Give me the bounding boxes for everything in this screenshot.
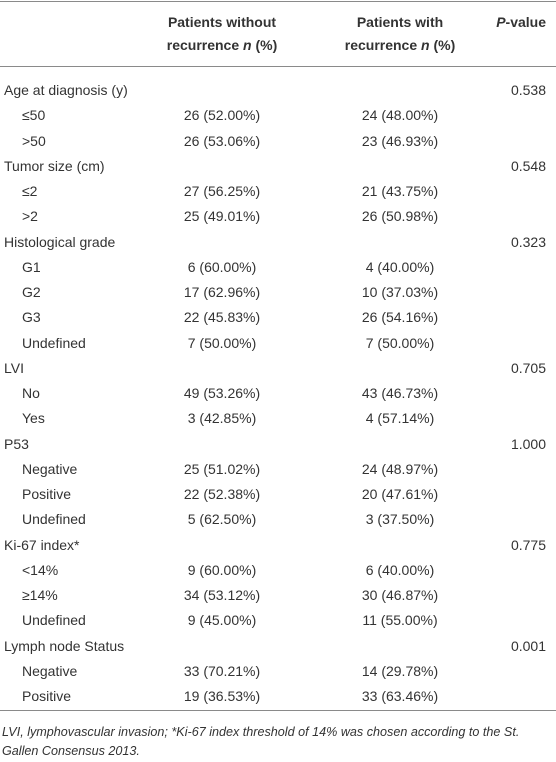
group-label: Histological grade	[4, 233, 116, 250]
row-label: Undefined	[22, 612, 86, 629]
cell-with: 14 (29.78%)	[361, 662, 439, 679]
p-value: 0.548	[510, 157, 546, 174]
header-text: recurrence	[166, 37, 240, 53]
p-value: 0.001	[510, 637, 546, 654]
row-label: Undefined	[22, 334, 86, 351]
row-label: <14%	[22, 561, 59, 578]
row-label: Negative	[22, 662, 78, 679]
cell-with: 43 (46.73%)	[361, 385, 439, 401]
header-text: P	[496, 14, 506, 30]
row-label: G2	[22, 284, 41, 300]
cell-without: 7 (50.00%)	[187, 334, 257, 351]
row-label: G1	[22, 258, 41, 275]
cell-without: 26 (52.00%)	[183, 107, 261, 124]
column-header: recurrence n (%)	[167, 36, 278, 54]
cell-with: 26 (50.98%)	[361, 208, 439, 225]
group-label: Tumor size (cm)	[4, 157, 105, 174]
cell-without: 17 (62.96%)	[183, 284, 261, 300]
row-label: ≥14%	[22, 587, 58, 603]
group-label: Ki-67 index*	[4, 536, 80, 553]
cell-without: 6 (60.00%)	[187, 258, 257, 275]
p-value: 0.705	[510, 359, 546, 376]
cell-without: 33 (70.21%)	[183, 662, 261, 679]
cell-without: 9 (45.00%)	[187, 612, 257, 629]
column-header: Patients with	[356, 14, 444, 30]
group-label: Lymph node Status	[4, 637, 125, 654]
column-header: P-value	[496, 13, 546, 31]
group-label: LVI	[4, 359, 24, 376]
cell-without: 19 (36.53%)	[183, 688, 261, 704]
header-text: (%)	[433, 37, 456, 53]
row-label: ≤50	[22, 107, 46, 124]
p-value: 1.000	[510, 435, 546, 452]
row-label: No	[22, 385, 40, 401]
row-label: Positive	[22, 486, 72, 502]
header-text: -value	[505, 14, 546, 30]
cell-with: 11 (55.00%)	[362, 612, 438, 629]
cell-with: 24 (48.00%)	[361, 107, 439, 124]
column-header: recurrence n (%)	[345, 36, 456, 54]
cell-without: 22 (52.38%)	[183, 486, 261, 502]
cell-with: 3 (37.50%)	[365, 511, 435, 528]
row-label: ≤2	[22, 183, 38, 199]
cell-without: 9 (60.00%)	[187, 561, 257, 578]
p-value: 0.323	[510, 233, 546, 250]
cell-with: 6 (40.00%)	[365, 561, 435, 578]
cell-without: 5 (62.50%)	[187, 511, 257, 528]
row-label: >50	[22, 132, 46, 149]
cell-with: 21 (43.75%)	[361, 183, 439, 199]
cell-without: 3 (42.85%)	[187, 410, 257, 427]
cell-without: 25 (51.02%)	[183, 460, 261, 477]
cell-with: 26 (54.16%)	[361, 309, 439, 326]
column-header: Patients without	[167, 14, 277, 30]
cell-with: 4 (57.14%)	[365, 410, 435, 427]
cell-with: 30 (46.87%)	[361, 587, 439, 603]
cell-with: 24 (48.97%)	[361, 460, 439, 477]
cell-with: 4 (40.00%)	[365, 258, 435, 275]
row-label: G3	[22, 309, 41, 326]
cell-without: 34 (53.12%)	[183, 587, 261, 603]
p-value: 0.538	[510, 82, 546, 98]
row-label: Positive	[22, 688, 72, 704]
header-text: n	[421, 37, 430, 53]
cell-without: 49 (53.26%)	[183, 385, 261, 401]
cell-with: 10 (37.03%)	[361, 284, 439, 300]
row-label: Yes	[22, 410, 45, 427]
group-label: Age at diagnosis (y)	[4, 82, 128, 98]
header-text: n	[243, 37, 252, 53]
p-value: 0.775	[510, 536, 546, 553]
header-rule	[0, 66, 556, 67]
header-text: recurrence	[344, 37, 418, 53]
cell-with: 23 (46.93%)	[361, 132, 439, 149]
cell-without: 25 (49.01%)	[183, 208, 261, 225]
cell-with: 20 (47.61%)	[361, 486, 439, 502]
top-rule	[0, 1, 556, 2]
row-label: >2	[22, 208, 38, 225]
cell-with: 7 (50.00%)	[365, 334, 435, 351]
cell-with: 33 (63.46%)	[361, 688, 439, 704]
cell-without: 26 (53.06%)	[183, 132, 261, 149]
cell-without: 22 (45.83%)	[183, 309, 261, 326]
header-text: (%)	[255, 37, 278, 53]
group-label: P53	[4, 435, 29, 452]
cell-without: 27 (56.25%)	[183, 183, 261, 199]
bottom-rule	[0, 710, 556, 711]
row-label: Negative	[22, 460, 78, 477]
row-label: Undefined	[22, 511, 86, 528]
footnote: LVI, lymphovascular invasion; *Ki-67 ind…	[2, 725, 520, 758]
